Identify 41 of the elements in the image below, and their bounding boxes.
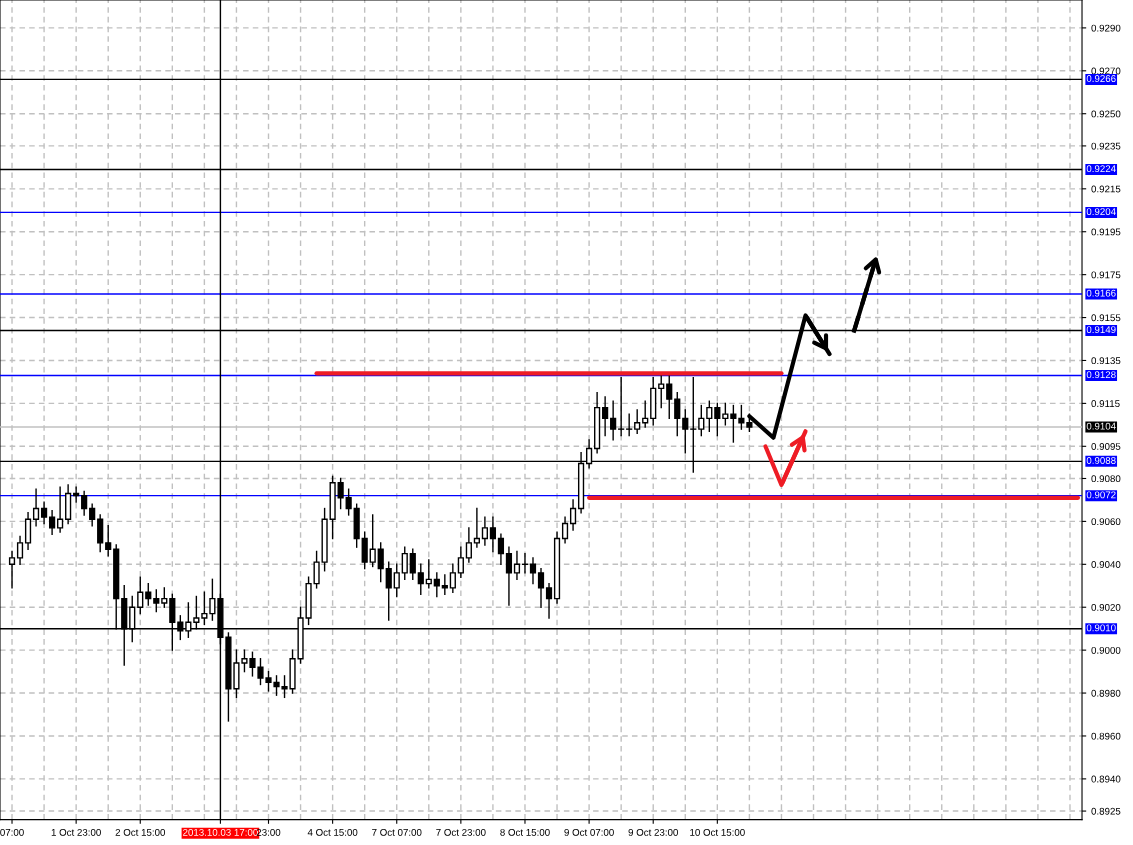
y-tick-label: 0.9115 (1091, 400, 1120, 408)
y-tick-label: 0.9195 (1091, 228, 1121, 236)
y-tick-label: 0.9135 (1091, 357, 1121, 365)
ref-line-label: 0.9104 (1086, 422, 1116, 430)
x-tick-label: 8 Oct 15:00 (500, 828, 550, 836)
y-tick-label: 0.9060 (1091, 518, 1121, 526)
y-tick-label: 0.8980 (1091, 689, 1121, 697)
x-tick-label: 2 Oct 15:00 (115, 828, 166, 836)
y-tick-label: 0.9175 (1091, 271, 1121, 279)
y-tick-label: 0.8940 (1091, 775, 1121, 783)
ref-line-label: 0.9224 (1086, 165, 1116, 173)
y-tick-label: 0.8925 (1091, 807, 1121, 815)
y-tick-label: 0.9290 (1091, 24, 1121, 32)
ref-line-label: 0.9072 (1086, 491, 1116, 499)
y-tick-label: 0.9215 (1091, 185, 1121, 193)
ref-line-label: 0.9266 (1086, 75, 1116, 82)
y-tick-label: 0.8960 (1091, 732, 1121, 740)
x-tick-label: 9 Oct 07:00 (564, 828, 614, 836)
ref-line-label: 0.9128 (1086, 371, 1116, 379)
y-tick-label: 0.9040 (1091, 561, 1121, 568)
ref-line-label: 0.9166 (1086, 289, 1116, 297)
x-tick-label: 07:00 (0, 828, 24, 836)
y-tick-label: 0.9020 (1091, 603, 1121, 611)
x-tick-label: 2013.10.03 17:00 (183, 828, 258, 836)
x-tick-label: 1 Oct 23:00 (51, 828, 101, 836)
y-tick-label: 0.9235 (1091, 142, 1121, 150)
ref-line-label: 0.9010 (1086, 624, 1116, 632)
y-tick-label: 0.9155 (1091, 314, 1121, 322)
y-tick-label: 0.9080 (1091, 475, 1121, 483)
ref-line-label: 0.9149 (1086, 326, 1116, 334)
y-tick-label: 0.9250 (1091, 110, 1121, 118)
x-tick-label: 4 Oct 15:00 (307, 828, 358, 836)
x-tick-label: 7 Oct 07:00 (372, 828, 422, 836)
ref-line-label: 0.9088 (1086, 457, 1116, 464)
x-tick-label: 10 Oct 15:00 (690, 828, 745, 836)
x-tick-label: 9 Oct 23:00 (628, 828, 678, 836)
y-tick-label: 0.9095 (1091, 443, 1121, 450)
x-tick-label: 7 Oct 23:00 (436, 828, 486, 836)
ref-line-label: 0.9204 (1086, 208, 1116, 216)
y-tick-label: 0.9000 (1091, 646, 1121, 654)
y-tick-label: 0.9270 (1091, 67, 1121, 75)
